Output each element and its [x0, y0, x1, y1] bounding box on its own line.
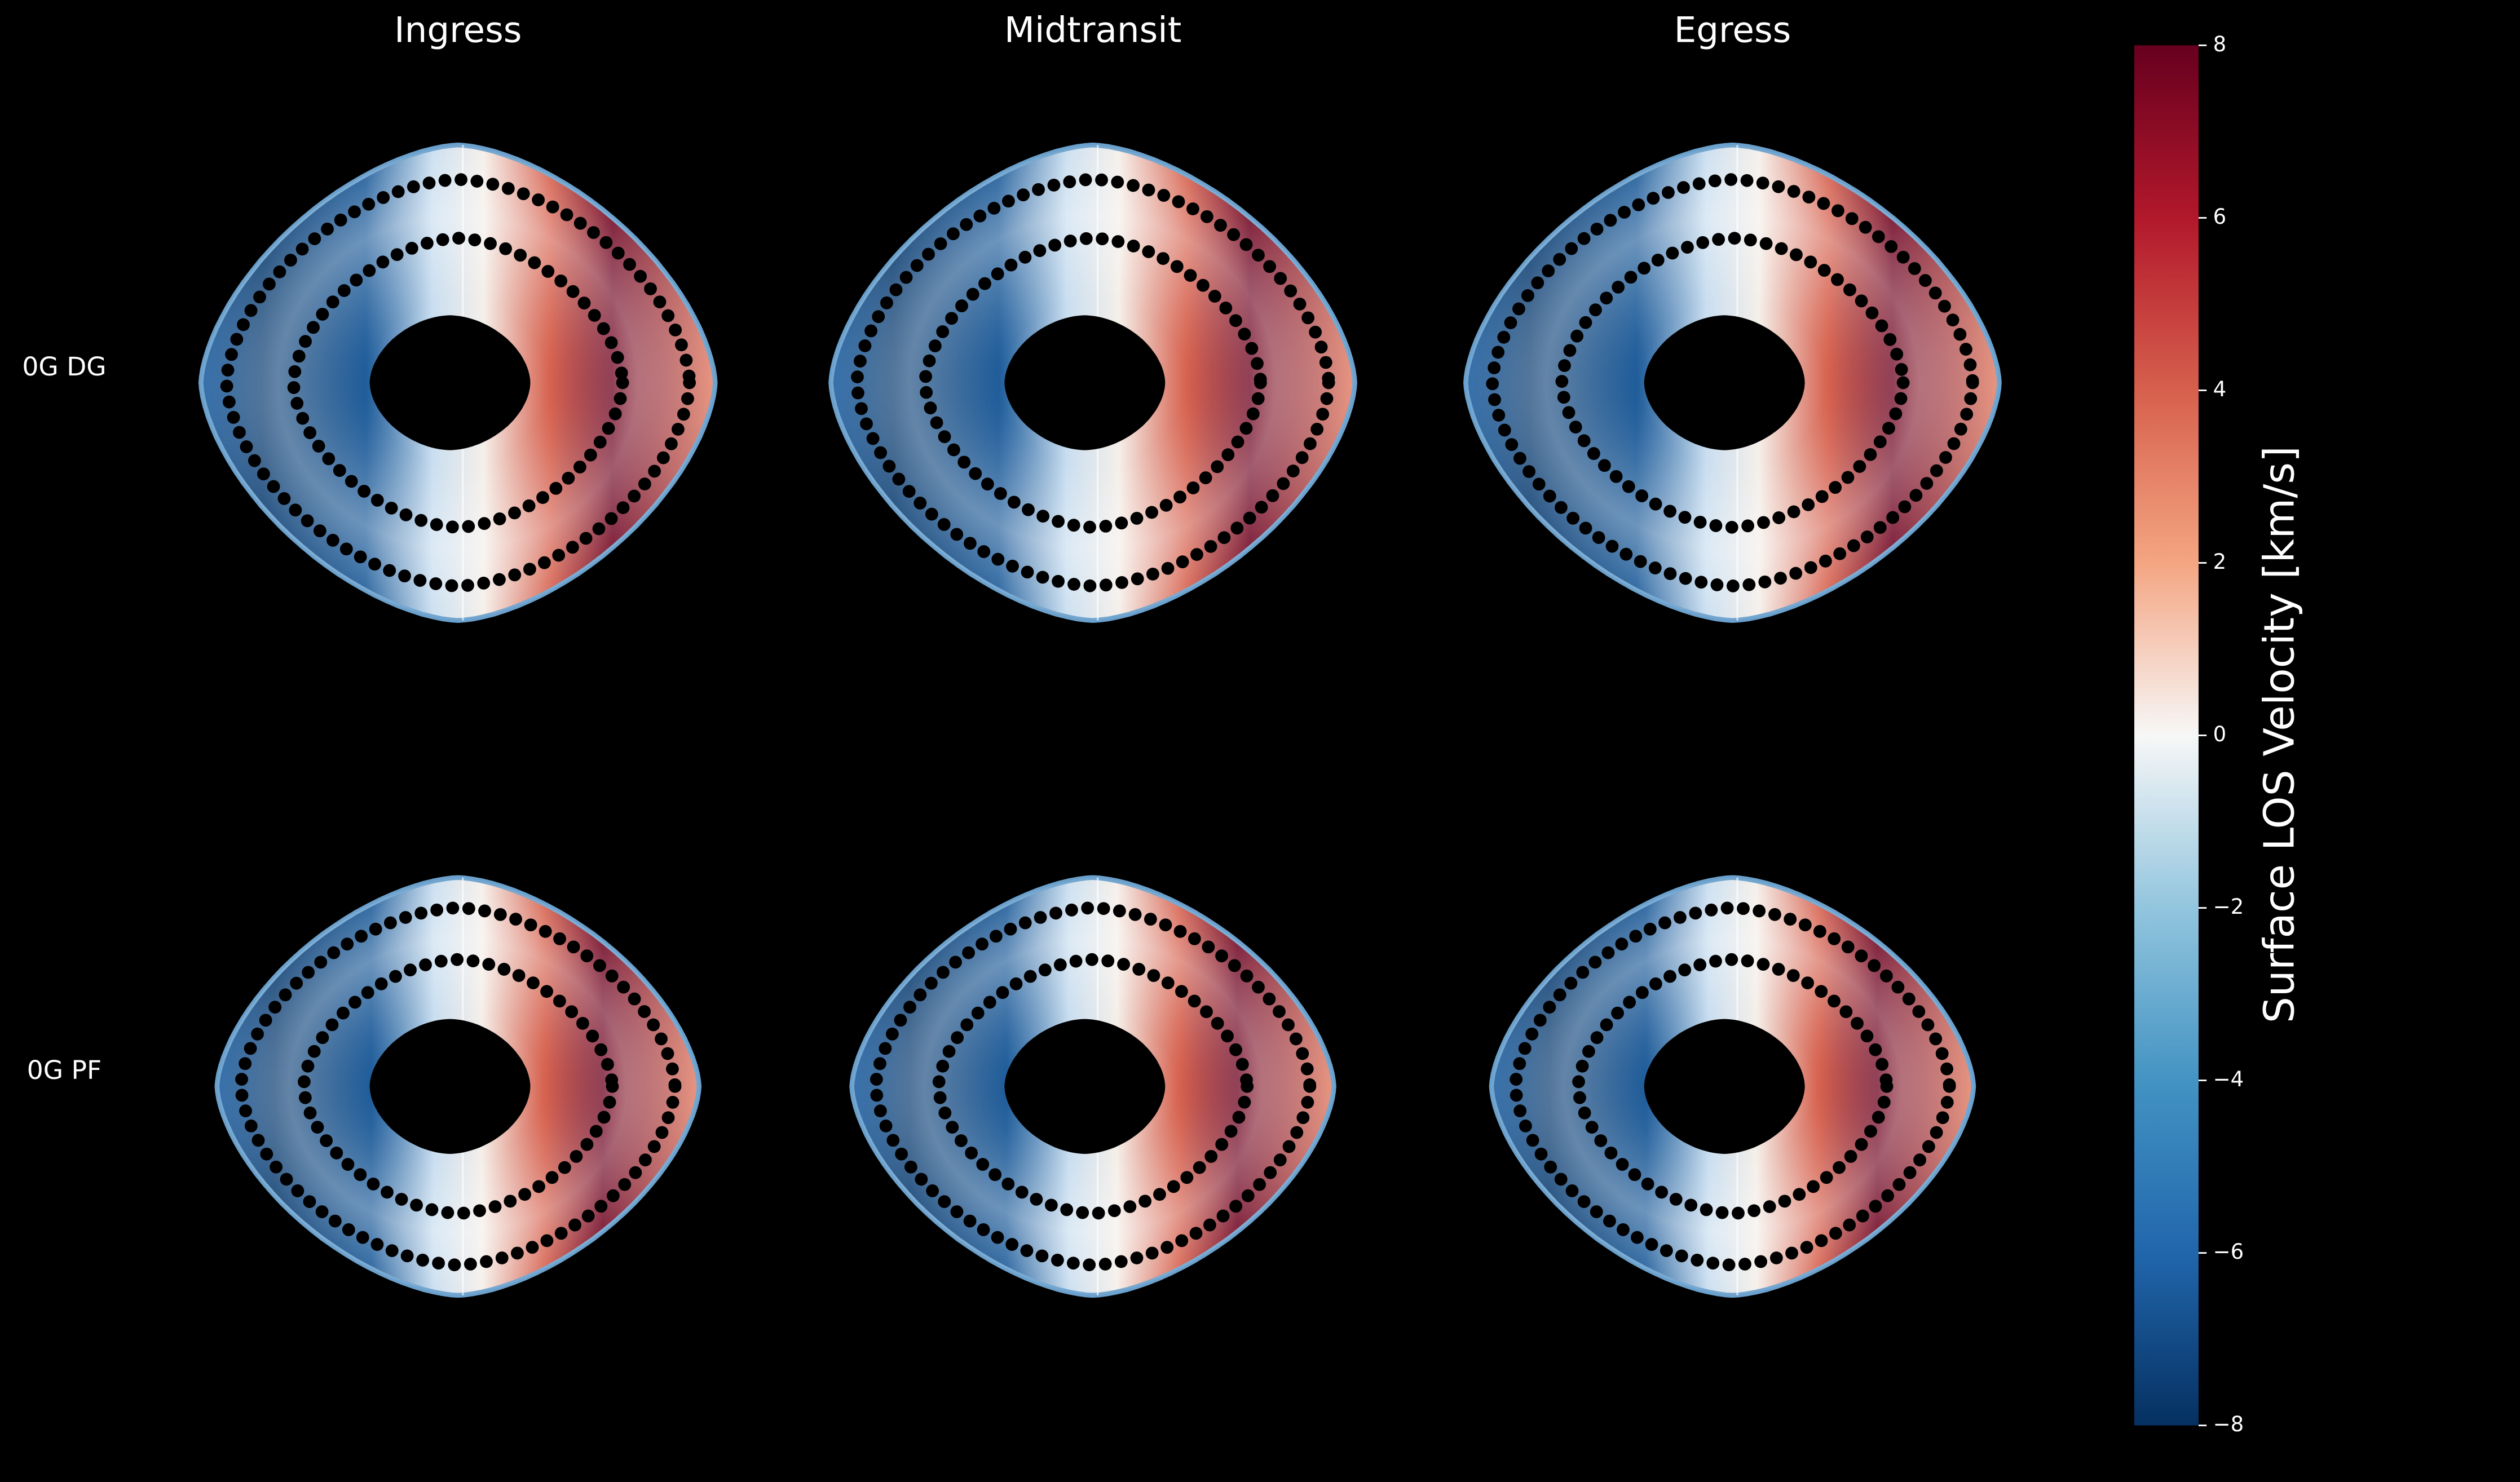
inner-hole — [369, 315, 531, 450]
colorbar-tick-label: 2 — [2213, 550, 2227, 574]
row-label: 0G PF — [27, 1055, 102, 1085]
inner-hole — [1644, 1019, 1805, 1154]
colorbar — [2134, 45, 2199, 1426]
column-title: Ingress — [394, 10, 522, 51]
inner-hole — [1644, 315, 1805, 450]
dot-ring — [919, 231, 1267, 534]
dot-ring — [297, 953, 619, 1220]
colorbar-tick-label: −8 — [2213, 1412, 2244, 1436]
colorbar-tick-label: −6 — [2213, 1240, 2244, 1264]
dot-ring — [932, 953, 1254, 1220]
inner-hole — [1004, 315, 1166, 450]
colorbar-tick-label: −2 — [2213, 895, 2244, 919]
colorbar-tick-label: 0 — [2213, 722, 2227, 746]
row-label: 0G DG — [22, 352, 106, 382]
column-title: Egress — [1674, 10, 1791, 51]
dot-ring — [1555, 231, 1910, 534]
inner-hole — [369, 1019, 531, 1154]
dot-ring — [850, 172, 1335, 592]
colorbar-tick-label: 6 — [2213, 205, 2227, 229]
dot-ring — [220, 172, 696, 592]
dot-ring — [1486, 172, 1979, 592]
colorbar-tick-label: −4 — [2213, 1067, 2244, 1091]
dot-ring — [287, 231, 629, 534]
column-title: Midtransit — [1004, 10, 1181, 51]
inner-hole — [1004, 1019, 1166, 1154]
colorbar-tick-label: 8 — [2213, 32, 2227, 56]
dot-ring — [1572, 953, 1894, 1220]
colorbar-label: Surface LOS Velocity [km/s] — [2256, 446, 2304, 1023]
colorbar-tick-label: 4 — [2213, 377, 2227, 401]
